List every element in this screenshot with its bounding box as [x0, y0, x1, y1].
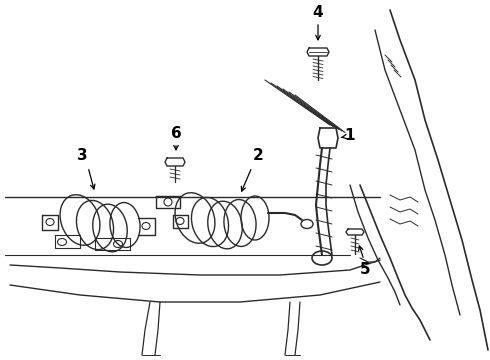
- Text: 6: 6: [171, 126, 181, 140]
- Text: 4: 4: [313, 5, 323, 19]
- Text: 1: 1: [345, 127, 355, 143]
- Text: 3: 3: [77, 148, 87, 162]
- Text: 5: 5: [360, 262, 370, 278]
- Text: 2: 2: [253, 148, 264, 162]
